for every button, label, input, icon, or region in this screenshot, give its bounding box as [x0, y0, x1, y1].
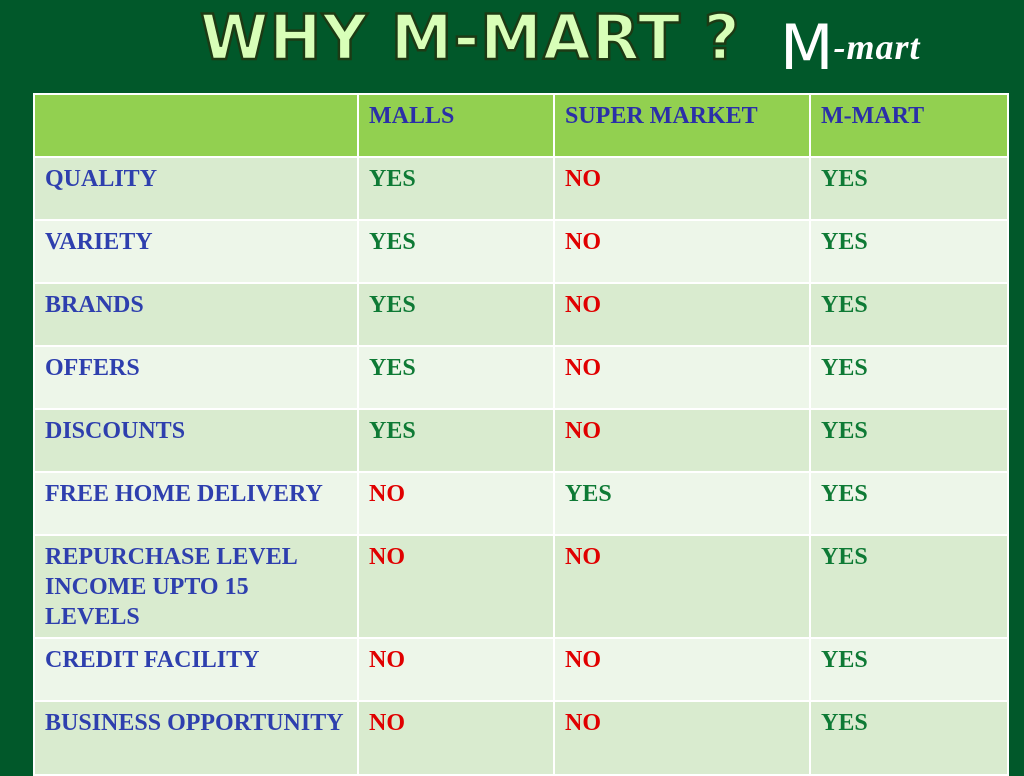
mmart-logo: M-mart — [780, 12, 921, 84]
table-row-credit-facility: CREDIT FACILITY NO NO YES — [33, 637, 1009, 702]
value-cell-m-mart: YES — [809, 219, 1009, 284]
feature-cell: QUALITY — [33, 156, 359, 221]
value-cell-m-mart: YES — [809, 471, 1009, 536]
value-cell-malls: YES — [357, 408, 555, 473]
feature-cell: VARIETY — [33, 219, 359, 284]
value-cell-super-market: NO — [553, 700, 811, 776]
feature-cell: BRANDS — [33, 282, 359, 347]
value-cell-m-mart: YES — [809, 534, 1009, 639]
value-cell-super-market: NO — [553, 408, 811, 473]
slide-title: WHY M-MART ? — [199, 0, 741, 75]
value-cell-super-market: NO — [553, 219, 811, 284]
value-cell-super-market: NO — [553, 156, 811, 221]
value-cell-super-market: NO — [553, 534, 811, 639]
value-cell-malls: YES — [357, 345, 555, 410]
comparison-table: MALLS SUPER MARKET M-MART QUALITY YES NO YE… — [33, 93, 1009, 776]
value-cell-m-mart: YES — [809, 637, 1009, 702]
logo-text: -mart — [833, 27, 921, 67]
header-row: MALLS SUPER MARKET M-MART — [33, 93, 1009, 158]
value-cell-malls: YES — [357, 282, 555, 347]
table-body: QUALITY YES NO YES VARIETY YES NO YES BRANDS YES N… — [33, 156, 1009, 776]
table-row-discounts: DISCOUNTS YES NO YES — [33, 408, 1009, 473]
value-cell-m-mart: YES — [809, 408, 1009, 473]
value-cell-super-market: NO — [553, 637, 811, 702]
feature-cell: REPURCHASE LEVEL INCOME UPTO 15 LEVELS — [33, 534, 359, 639]
table-row-offers: OFFERS YES NO YES — [33, 345, 1009, 410]
logo-letter: M — [780, 11, 834, 84]
table-row-repurchase-level-income: REPURCHASE LEVEL INCOME UPTO 15 LEVELS NO… — [33, 534, 1009, 639]
value-cell-malls: YES — [357, 219, 555, 284]
header-cell-super-market: SUPER MARKET — [553, 93, 811, 158]
value-cell-m-mart: YES — [809, 345, 1009, 410]
value-cell-malls: YES — [357, 156, 555, 221]
value-cell-super-market: YES — [553, 471, 811, 536]
feature-cell: BUSINESS OPPORTUNITY — [33, 700, 359, 776]
feature-cell: CREDIT FACILITY — [33, 637, 359, 702]
header-cell-malls: MALLS — [357, 93, 555, 158]
table-row-free-home-delivery: FREE HOME DELIVERY NO YES YES — [33, 471, 1009, 536]
value-cell-malls: NO — [357, 637, 555, 702]
value-cell-malls: NO — [357, 700, 555, 776]
table-row-variety: VARIETY YES NO YES — [33, 219, 1009, 284]
value-cell-super-market: NO — [553, 345, 811, 410]
value-cell-m-mart: YES — [809, 700, 1009, 776]
value-cell-super-market: NO — [553, 282, 811, 347]
value-cell-m-mart: YES — [809, 282, 1009, 347]
header-cell-empty — [33, 93, 359, 158]
value-cell-malls: NO — [357, 534, 555, 639]
table-row-brands: BRANDS YES NO YES — [33, 282, 1009, 347]
feature-cell: DISCOUNTS — [33, 408, 359, 473]
value-cell-m-mart: YES — [809, 156, 1009, 221]
header-cell-m-mart: M-MART — [809, 93, 1009, 158]
value-cell-malls: NO — [357, 471, 555, 536]
feature-cell: OFFERS — [33, 345, 359, 410]
table-row-quality: QUALITY YES NO YES — [33, 156, 1009, 221]
table-row-business-opportunity: BUSINESS OPPORTUNITY NO NO YES — [33, 700, 1009, 776]
comparison-table-container: MALLS SUPER MARKET M-MART QUALITY YES NO YE… — [33, 93, 1009, 776]
feature-cell: FREE HOME DELIVERY — [33, 471, 359, 536]
